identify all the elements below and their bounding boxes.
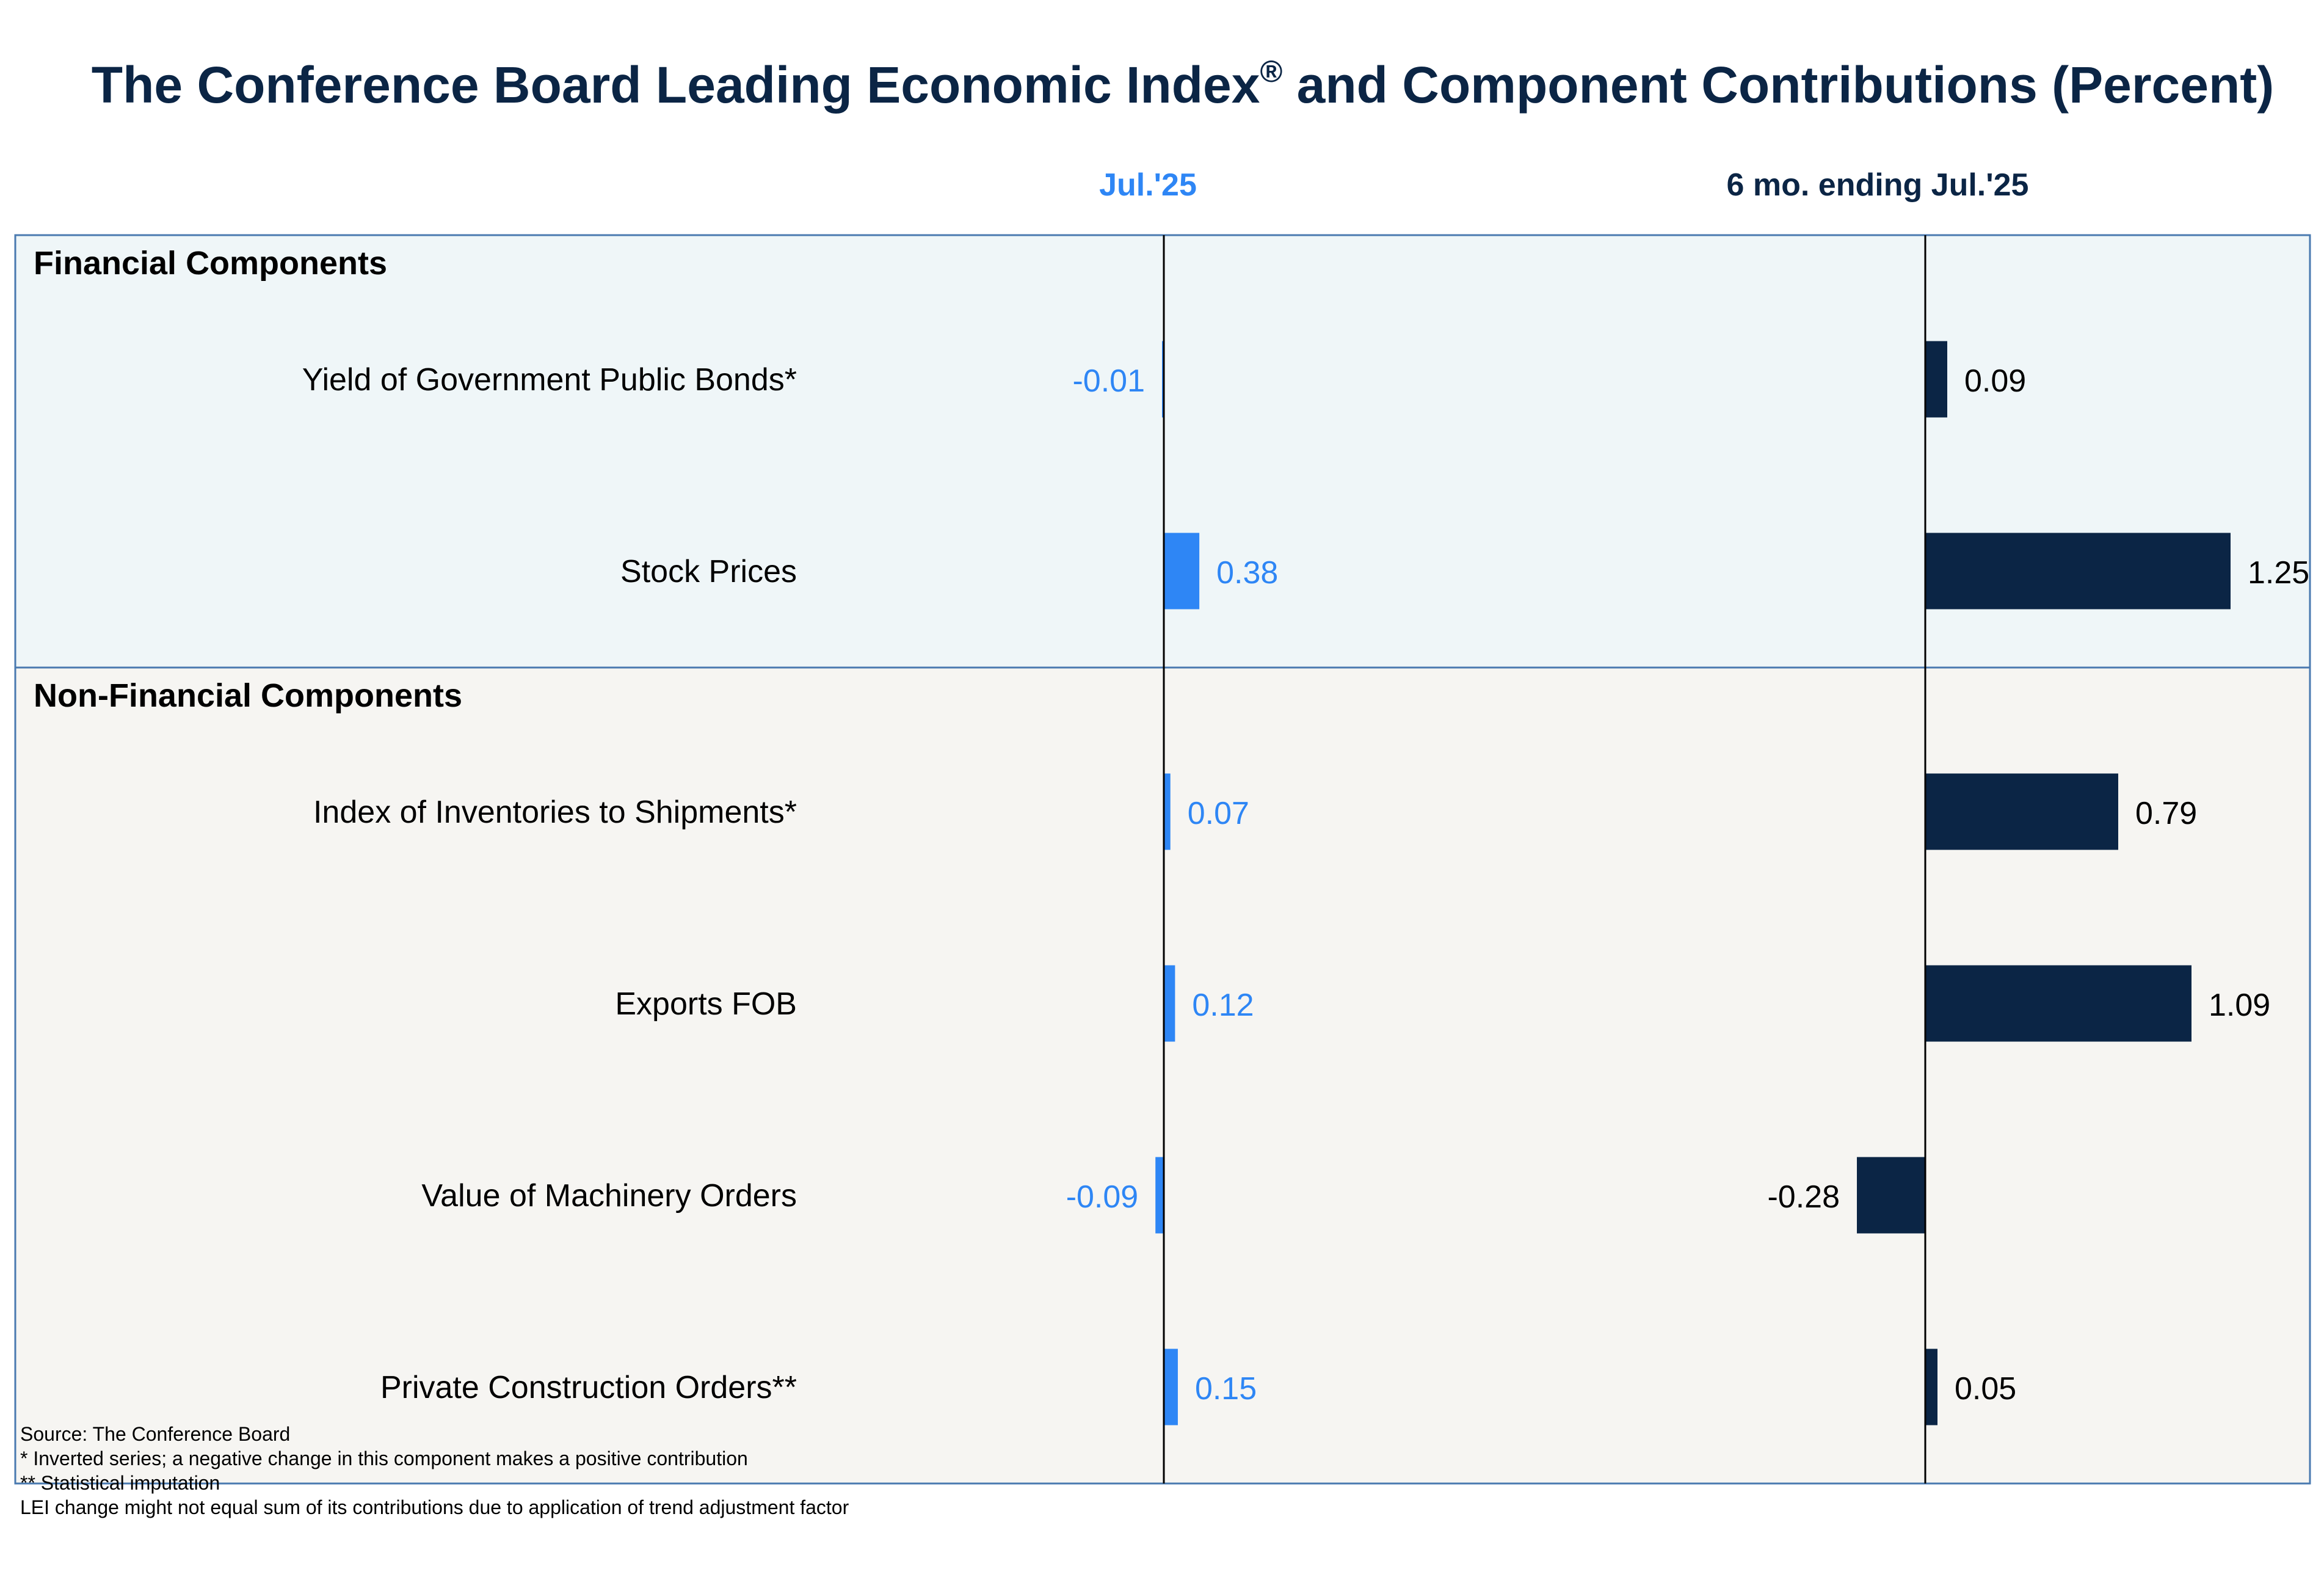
data-label: 0.07: [1188, 796, 1249, 831]
section-title: Financial Components: [34, 245, 387, 282]
bar: [1164, 533, 1200, 610]
category-label: Private Construction Orders**: [380, 1370, 797, 1405]
bar: [1857, 1157, 1925, 1234]
data-label: 0.15: [1195, 1371, 1257, 1407]
bar: [1925, 965, 2191, 1042]
data-label: -0.01: [1072, 363, 1145, 399]
bar: [1164, 965, 1175, 1042]
category-label: Stock Prices: [620, 554, 797, 589]
footnote-trend: LEI change might not equal sum of its co…: [20, 1496, 849, 1518]
data-label: 0.38: [1216, 555, 1278, 591]
category-label: Exports FOB: [615, 986, 797, 1022]
data-label: 0.09: [1964, 363, 2026, 399]
data-label: -0.28: [1767, 1179, 1840, 1215]
data-label: 0.79: [2135, 796, 2197, 831]
category-label: Value of Machinery Orders: [421, 1178, 797, 1214]
footnote-imputation: ** Statistical imputation: [20, 1472, 220, 1494]
chart-title-sup: ®: [1260, 54, 1282, 89]
data-label: 0.05: [1955, 1371, 2016, 1407]
data-label: 0.12: [1192, 988, 1254, 1023]
bar: [1164, 1349, 1178, 1425]
column-header: 6 mo. ending Jul.'25: [1727, 167, 2029, 203]
bar: [1925, 1349, 1937, 1425]
column-header: Jul.'25: [1099, 167, 1197, 203]
bar: [1925, 773, 2118, 850]
bar: [1164, 773, 1171, 850]
category-label: Index of Inventories to Shipments*: [313, 795, 797, 830]
footnotes: Source: The Conference Board * Inverted …: [20, 1422, 849, 1520]
footnote-inverted: * Inverted series; a negative change in …: [20, 1447, 748, 1469]
footnote-source: Source: The Conference Board: [20, 1423, 291, 1445]
data-label: 1.25: [2248, 555, 2309, 591]
bar: [1155, 1157, 1164, 1234]
section-title: Non-Financial Components: [34, 677, 462, 714]
zero-axes: [1163, 235, 1926, 1483]
chart-title-main: The Conference Board Leading Economic In…: [92, 56, 1260, 114]
section-backgrounds: [14, 234, 2311, 1485]
data-label: 1.09: [2209, 988, 2270, 1023]
category-label: Yield of Government Public Bonds*: [302, 362, 797, 398]
bar: [1925, 341, 1947, 418]
chart-title: The Conference Board Leading Economic In…: [92, 54, 2274, 114]
chart-text: Financial Components Yield of Government …: [34, 167, 2309, 1407]
data-label: -0.09: [1066, 1179, 1139, 1215]
bars: [1155, 341, 2231, 1425]
chart-title-suffix: and Component Contributions (Percent): [1282, 56, 2274, 114]
bar: [1925, 533, 2231, 610]
